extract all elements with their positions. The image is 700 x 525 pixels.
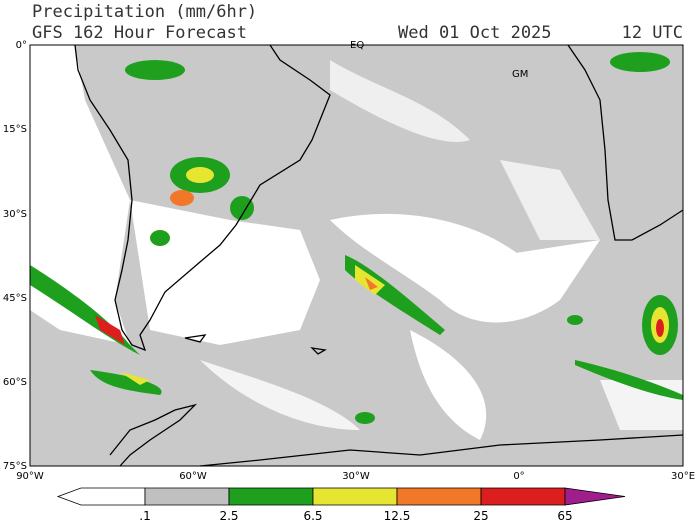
colorbar-label: .1 bbox=[139, 509, 150, 523]
time: 12 UTC bbox=[622, 23, 683, 43]
colorbar: .1 2.5 6.5 12.5 25 65 bbox=[56, 487, 626, 523]
lon-label: 30°W bbox=[342, 471, 370, 482]
lat-label: 30°S bbox=[3, 209, 27, 220]
lat-label: 0° bbox=[16, 40, 27, 51]
colorbar-label: 65 bbox=[557, 509, 572, 523]
colorbar-label: 6.5 bbox=[303, 509, 322, 523]
subtitle: GFS 162 Hour Forecast bbox=[32, 23, 247, 43]
lat-label: 15°S bbox=[3, 124, 27, 135]
dry-areas bbox=[30, 45, 683, 440]
colorbar-label: 12.5 bbox=[384, 509, 411, 523]
lon-label: 60°W bbox=[179, 471, 207, 482]
colorbar-segment bbox=[56, 487, 146, 506]
colorbar-segment bbox=[564, 487, 626, 506]
colorbar-segment bbox=[480, 487, 566, 506]
colorbar-segment bbox=[228, 487, 314, 506]
lon-label: 30°E bbox=[671, 471, 695, 482]
lon-label: 0° bbox=[513, 471, 524, 482]
lat-label: 45°S bbox=[3, 293, 27, 304]
date: Wed 01 Oct 2025 bbox=[398, 23, 552, 43]
colorbar-segment bbox=[312, 487, 398, 506]
colorbar-segment bbox=[144, 487, 230, 506]
map-area: EQ GM bbox=[29, 40, 684, 467]
colorbar-segment bbox=[396, 487, 482, 506]
lat-label: 75°S bbox=[3, 461, 27, 472]
colorbar-label: 25 bbox=[473, 509, 488, 523]
title: Precipitation (mm/6hr) bbox=[32, 2, 257, 22]
lat-labels: 0° 15°S 30°S 45°S 60°S 75°S bbox=[3, 40, 27, 472]
heavy-precip bbox=[30, 52, 683, 424]
lon-labels: 90°W 60°W 30°W 0° 30°E bbox=[16, 471, 695, 482]
map-frame bbox=[29, 44, 684, 467]
colorbar-label: 2.5 bbox=[219, 509, 238, 523]
lat-label: 60°S bbox=[3, 377, 27, 388]
coastlines bbox=[74, 44, 684, 467]
map-annotation: GM bbox=[512, 69, 528, 80]
lon-label: 90°W bbox=[16, 471, 44, 482]
